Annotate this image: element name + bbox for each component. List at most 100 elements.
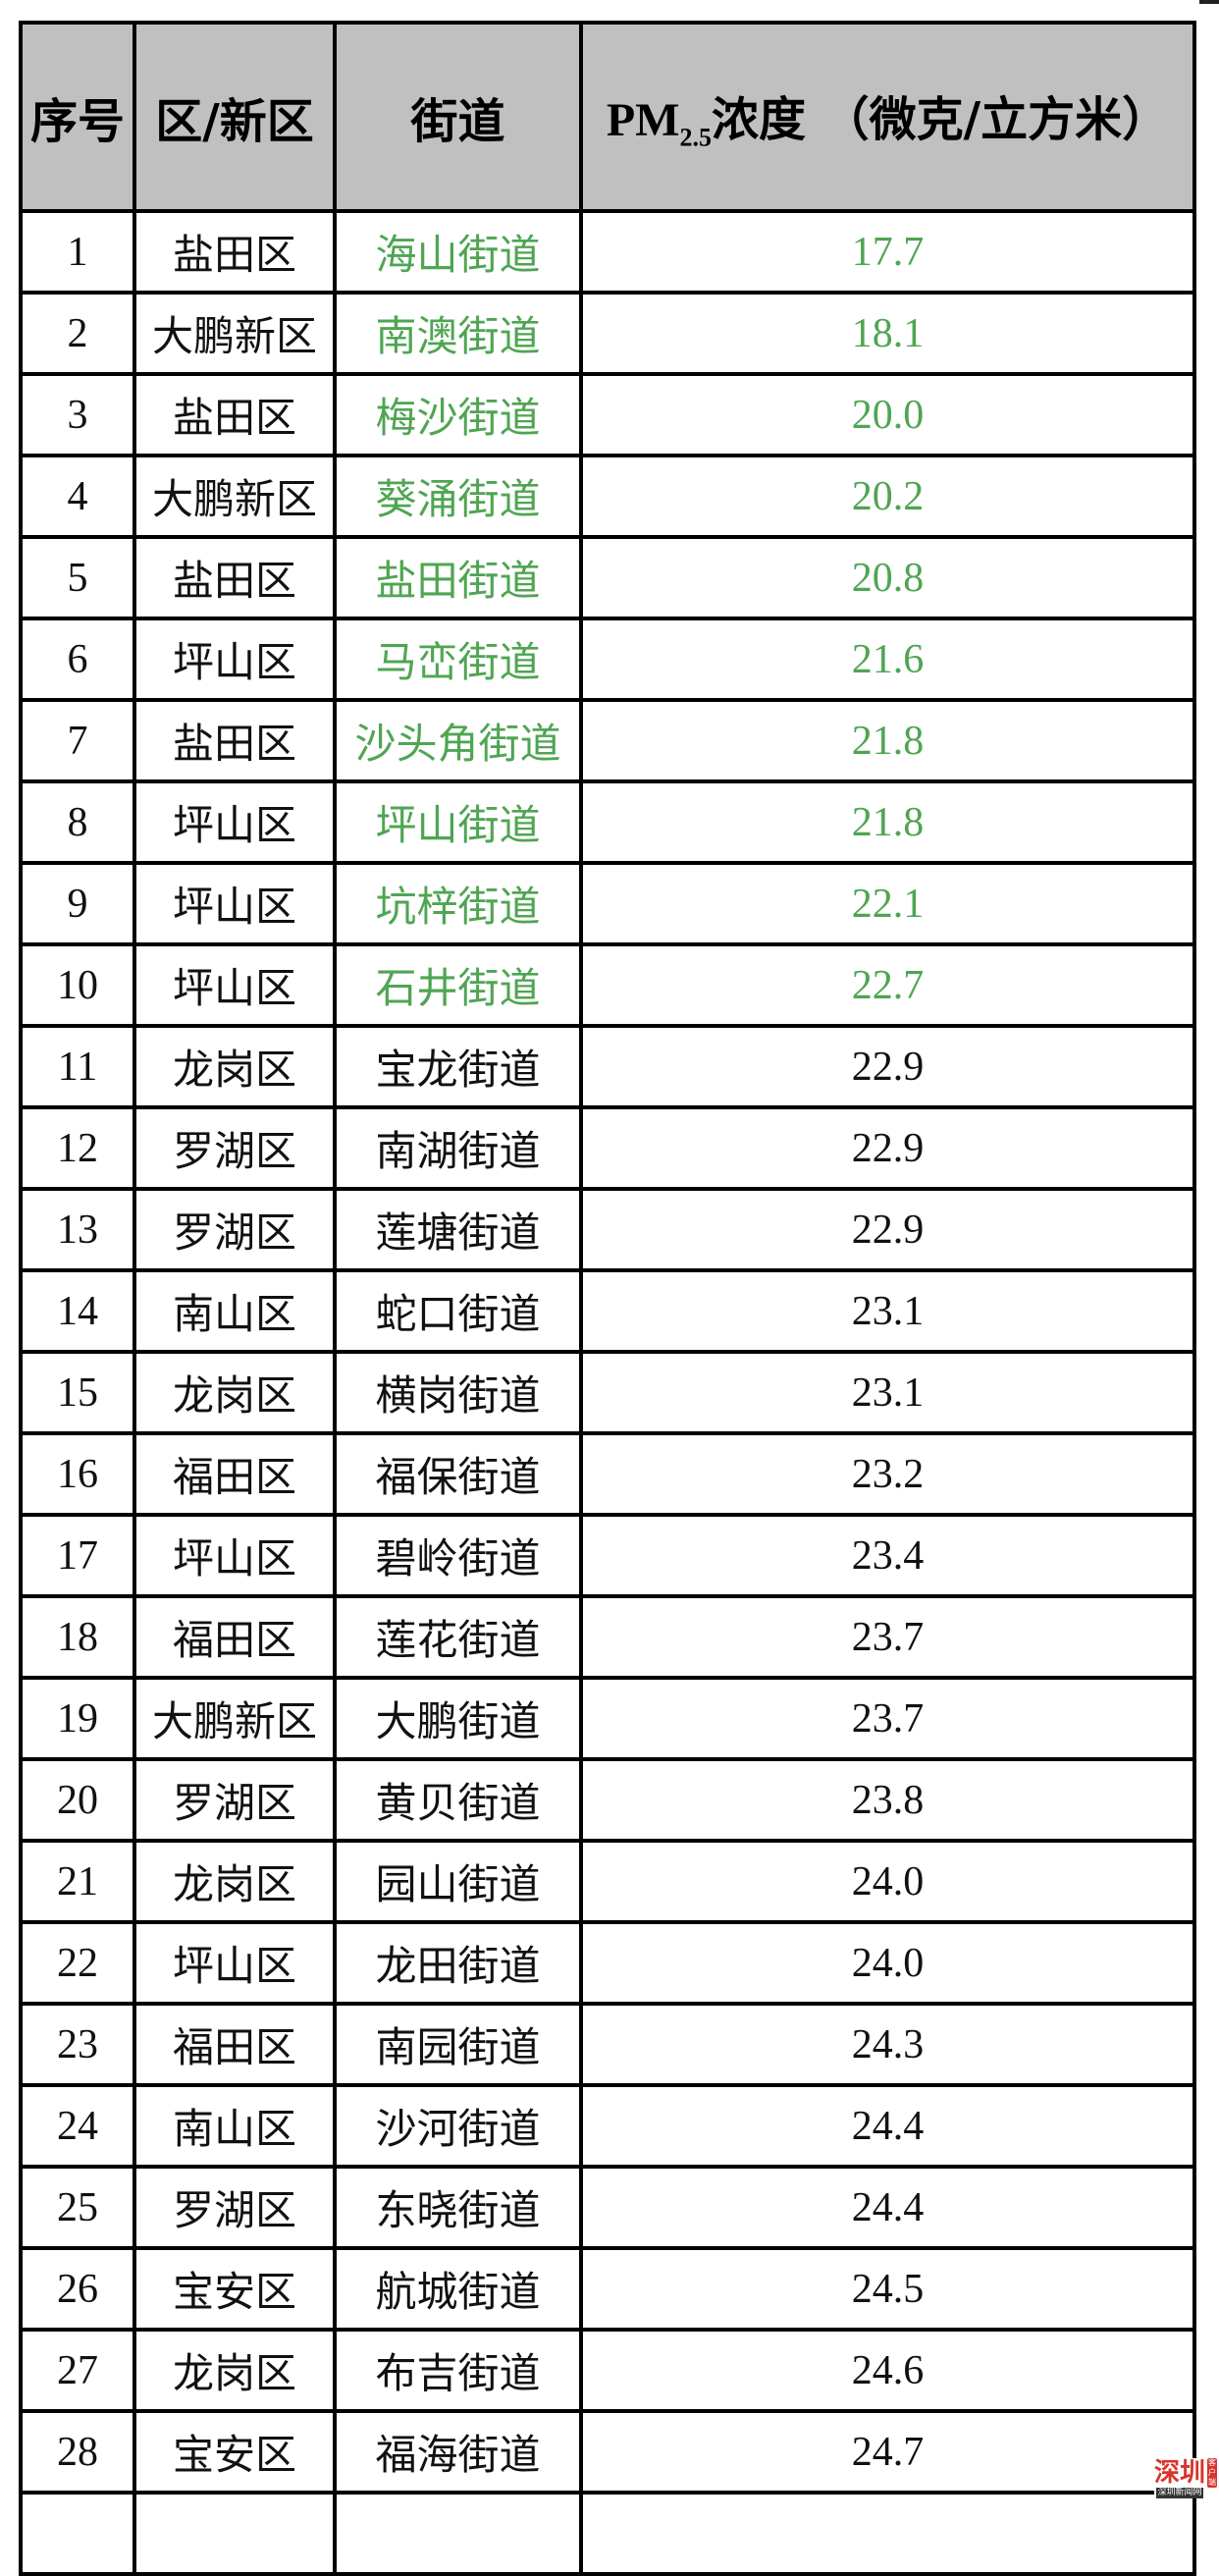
row-street: 东晓街道 [333, 2165, 583, 2250]
row-number: 15 [19, 1350, 136, 1435]
table-row: 22 坪山区 龙田街道 24.0 [19, 1920, 1196, 2006]
row-district: 坪山区 [132, 861, 337, 946]
table-row: 25 罗湖区 东晓街道 24.4 [19, 2165, 1196, 2250]
row-number: 9 [19, 861, 136, 946]
row-district: 坪山区 [132, 617, 337, 702]
row-district: 罗湖区 [132, 2165, 337, 2250]
row-number: 5 [19, 535, 136, 620]
table-row: 1 盐田区 海山街道 17.7 [19, 209, 1196, 295]
row-street: 布吉街道 [333, 2328, 583, 2413]
row-pm25-value: 24.4 [579, 2083, 1196, 2169]
table-row: 4 大鹏新区 葵涌街道 20.2 [19, 454, 1196, 539]
watermark-logo-mark: 深圳 [1153, 2458, 1205, 2488]
row-pm25-value: 21.6 [579, 617, 1196, 702]
table-row: 5 盐田区 盐田街道 20.8 [19, 535, 1196, 620]
empty-cell [132, 2491, 337, 2576]
row-number: 16 [19, 1431, 136, 1517]
row-pm25-value: 22.9 [579, 1105, 1196, 1191]
row-district: 坪山区 [132, 1513, 337, 1598]
row-pm25-value: 23.4 [579, 1513, 1196, 1598]
table-row: 13 罗湖区 莲塘街道 22.9 [19, 1187, 1196, 1272]
row-street: 盐田街道 [333, 535, 583, 620]
row-district: 龙岗区 [132, 1350, 337, 1435]
table-row: 21 龙岗区 园山街道 24.0 [19, 1839, 1196, 1924]
row-number: 4 [19, 454, 136, 539]
row-street: 园山街道 [333, 1839, 583, 1924]
table-row: 8 坪山区 坪山街道 21.8 [19, 779, 1196, 865]
table-row: 11 龙岗区 宝龙街道 22.9 [19, 1024, 1196, 1109]
row-district: 罗湖区 [132, 1187, 337, 1272]
row-street: 马峦街道 [333, 617, 583, 702]
header-district: 区/新区 [132, 21, 337, 213]
row-number: 11 [19, 1024, 136, 1109]
row-street: 蛇口街道 [333, 1268, 583, 1354]
table-row: 3 盐田区 梅沙街道 20.0 [19, 372, 1196, 457]
row-district: 福田区 [132, 2002, 337, 2087]
table-row: 16 福田区 福保街道 23.2 [19, 1431, 1196, 1517]
table-header-row: 序号 区/新区 街道 PM2.5浓度 （微克/立方米） [19, 21, 1196, 213]
row-street: 坑梓街道 [333, 861, 583, 946]
row-street: 横岗街道 [333, 1350, 583, 1435]
row-pm25-value: 20.2 [579, 454, 1196, 539]
empty-cell [333, 2491, 583, 2576]
row-number: 17 [19, 1513, 136, 1598]
row-street: 南澳街道 [333, 291, 583, 376]
row-district: 福田区 [132, 1594, 337, 1680]
table-row: 7 盐田区 沙头角街道 21.8 [19, 698, 1196, 783]
row-number: 23 [19, 2002, 136, 2087]
row-street: 葵涌街道 [333, 454, 583, 539]
table-row: 19 大鹏新区 大鹏街道 23.7 [19, 1676, 1196, 1761]
row-pm25-value: 22.1 [579, 861, 1196, 946]
row-number: 19 [19, 1676, 136, 1761]
row-street: 石井街道 [333, 942, 583, 1028]
row-street: 沙头角街道 [333, 698, 583, 783]
row-pm25-value: 24.4 [579, 2165, 1196, 2250]
header-pm-prefix: PM [606, 94, 680, 147]
row-number: 20 [19, 1757, 136, 1843]
row-pm25-value: 23.7 [579, 1594, 1196, 1680]
row-district: 坪山区 [132, 1920, 337, 2006]
table-row: 27 龙岗区 布吉街道 24.6 [19, 2328, 1196, 2413]
row-district: 大鹏新区 [132, 291, 337, 376]
row-district: 坪山区 [132, 779, 337, 865]
row-district: 福田区 [132, 1431, 337, 1517]
row-street: 南湖街道 [333, 1105, 583, 1191]
empty-cell [19, 2491, 136, 2576]
row-street: 沙河街道 [333, 2083, 583, 2169]
row-number: 8 [19, 779, 136, 865]
watermark-side: 客户端 [1207, 2458, 1217, 2488]
table-row: 18 福田区 莲花街道 23.7 [19, 1594, 1196, 1680]
row-number: 25 [19, 2165, 136, 2250]
row-street: 碧岭街道 [333, 1513, 583, 1598]
row-number: 24 [19, 2083, 136, 2169]
table-row: 15 龙岗区 横岗街道 23.1 [19, 1350, 1196, 1435]
row-street: 大鹏街道 [333, 1676, 583, 1761]
row-district: 盐田区 [132, 535, 337, 620]
row-district: 宝安区 [132, 2409, 337, 2495]
row-number: 10 [19, 942, 136, 1028]
row-street: 梅沙街道 [333, 372, 583, 457]
header-seq: 序号 [19, 21, 136, 213]
row-street: 坪山街道 [333, 779, 583, 865]
row-district: 龙岗区 [132, 1024, 337, 1109]
header-pm-suffix: 浓度 （微克/立方米） [711, 92, 1170, 148]
row-number: 14 [19, 1268, 136, 1354]
row-pm25-value: 24.6 [579, 2328, 1196, 2413]
row-number: 28 [19, 2409, 136, 2495]
header-pm25: PM2.5浓度 （微克/立方米） [579, 21, 1196, 213]
row-number: 27 [19, 2328, 136, 2413]
row-district: 龙岗区 [132, 1839, 337, 1924]
row-district: 盐田区 [132, 372, 337, 457]
row-street: 福海街道 [333, 2409, 583, 2495]
table-row: 9 坪山区 坑梓街道 22.1 [19, 861, 1196, 946]
row-street: 海山街道 [333, 209, 583, 295]
watermark-main: 深圳 深圳新闻网 [1154, 2458, 1205, 2498]
row-pm25-value: 22.7 [579, 942, 1196, 1028]
row-district: 罗湖区 [132, 1105, 337, 1191]
row-district: 南山区 [132, 2083, 337, 2169]
row-pm25-value: 20.0 [579, 372, 1196, 457]
row-pm25-value: 24.7 [579, 2409, 1196, 2495]
row-pm25-value: 23.2 [579, 1431, 1196, 1517]
table-row: 12 罗湖区 南湖街道 22.9 [19, 1105, 1196, 1191]
table-row: 20 罗湖区 黄贝街道 23.8 [19, 1757, 1196, 1843]
